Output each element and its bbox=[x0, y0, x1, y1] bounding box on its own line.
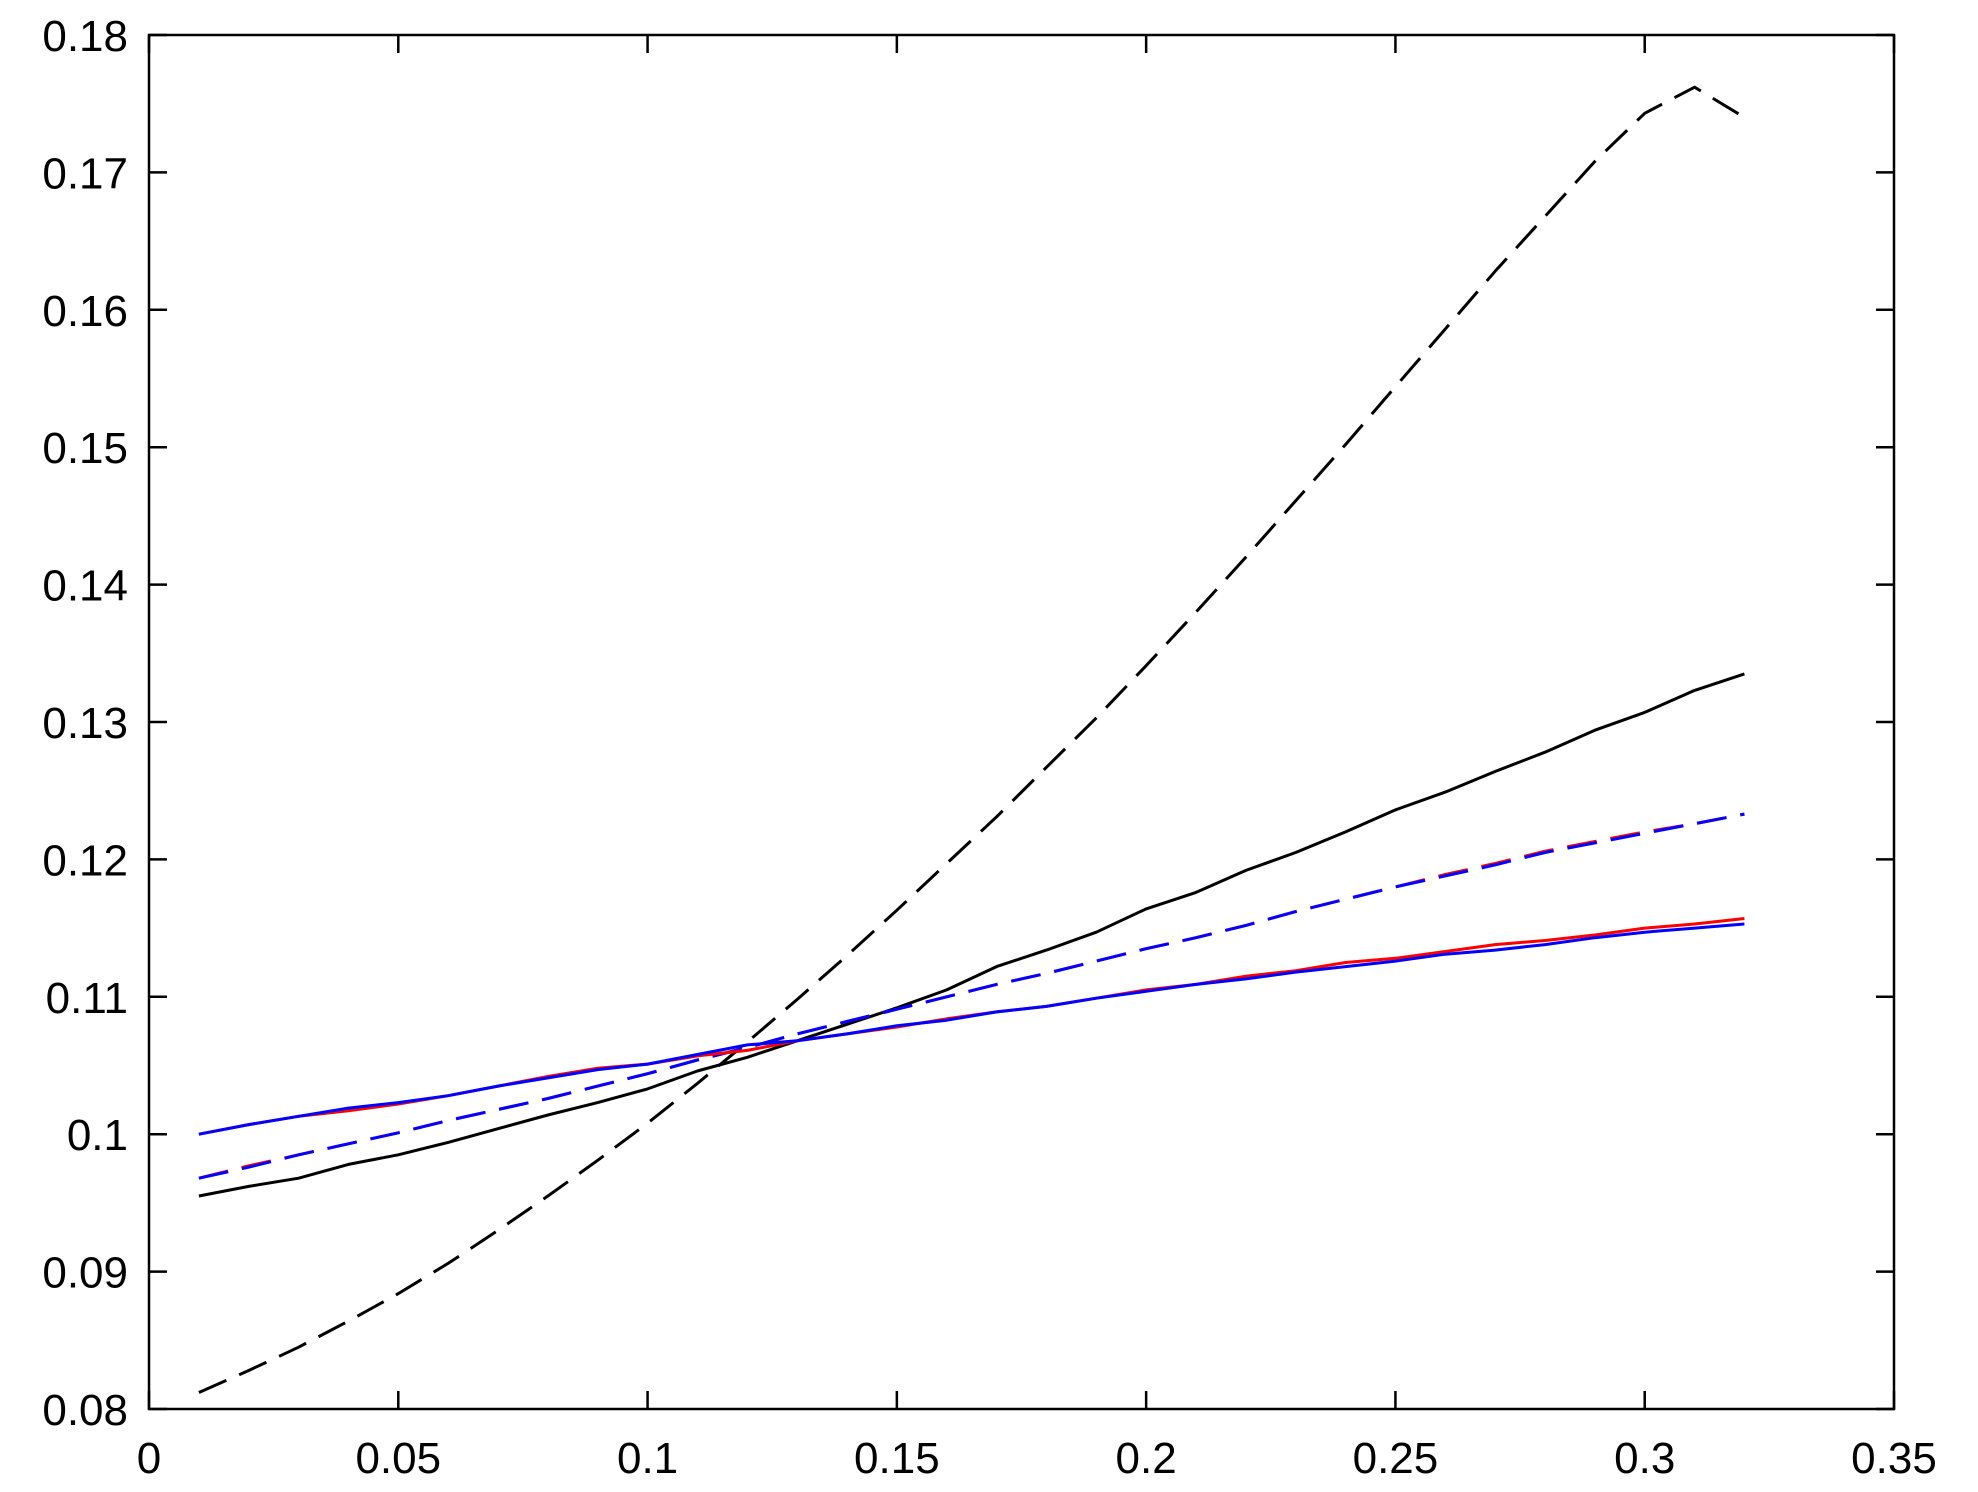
y-tick-label: 0.15 bbox=[42, 424, 128, 473]
y-tick-label: 0.14 bbox=[42, 562, 128, 611]
x-tick-label: 0 bbox=[137, 1434, 161, 1483]
y-tick-label: 0.13 bbox=[42, 699, 128, 748]
x-tick-label: 0.2 bbox=[1116, 1434, 1177, 1483]
y-tick-label: 0.12 bbox=[42, 836, 128, 885]
series-line-2 bbox=[198, 672, 1745, 1198]
x-tick-label: 0.15 bbox=[854, 1434, 940, 1483]
y-tick-labels: 0.08 0.09 0.1 0.11 0.12 0.13 0.14 0.15 0.16 0.17 0… bbox=[42, 12, 128, 1435]
y-tick-label: 0.1 bbox=[67, 1111, 128, 1160]
x-tick-label: 0.05 bbox=[355, 1434, 441, 1483]
y-tick-label: 0.09 bbox=[42, 1249, 128, 1298]
series-layer bbox=[198, 85, 1746, 1394]
x-tick-label: 0.35 bbox=[1851, 1434, 1937, 1483]
x-tick-label: 0.1 bbox=[617, 1434, 678, 1483]
y-tick-label: 0.08 bbox=[42, 1386, 128, 1435]
series-line-4 bbox=[198, 812, 1745, 1180]
x-tick-labels: 0 0.05 0.1 0.15 0.2 0.25 0.3 0.35 bbox=[137, 1434, 1937, 1483]
series-line-6 bbox=[198, 922, 1745, 1136]
ticks-layer bbox=[147, 33, 1896, 1411]
y-tick-label: 0.18 bbox=[42, 12, 128, 61]
y-tick-label: 0.17 bbox=[42, 149, 128, 198]
series-line-1 bbox=[198, 85, 1746, 1394]
y-tick-label: 0.11 bbox=[46, 974, 128, 1023]
y-tick-label: 0.16 bbox=[42, 287, 128, 336]
x-tick-label: 0.3 bbox=[1614, 1434, 1675, 1483]
x-tick-label: 0.25 bbox=[1353, 1434, 1439, 1483]
